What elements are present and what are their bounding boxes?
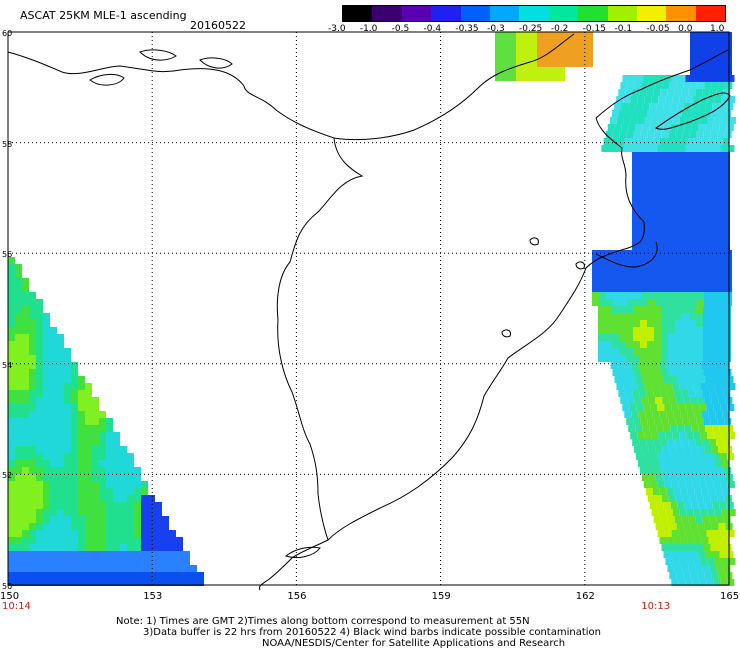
colorbar-cell [548,6,579,21]
latitude-label: 54 [2,360,13,370]
map-title: ASCAT 25KM MLE-1 ascending [20,9,187,22]
coastline-island-ne [655,92,731,130]
time-label: 10:13 [641,601,671,612]
colorbar-cell [372,6,402,21]
island-chain-nw [89,73,125,86]
longitude-label: 150 [0,591,20,602]
colorbar-tick-label: -0.15 [582,24,606,34]
colorbar-tick-label: -0.25 [519,24,543,34]
footer-note-2: 3)Data buffer is 22 hrs from 20160522 4)… [143,627,601,638]
colorbar-tick-label: -0.1 [614,24,633,34]
colorbar-cell [636,6,667,21]
colorbar-cell [431,6,461,21]
longitude-label: 153 [143,591,163,602]
colorbar-cell [578,6,608,21]
coastline [7,33,731,591]
wind-swaths [8,32,736,586]
colorbar-tick-label: -0.4 [423,24,442,34]
colorbar-cell [460,6,490,21]
time-label: 10:14 [2,601,31,612]
longitude-label: 165 [720,591,740,602]
colorbar-cell [343,6,373,21]
coastline-east [595,49,729,119]
colorbar-tick-label: -0.05 [646,24,670,34]
colorbar-tick-label: -0.2 [550,24,569,34]
island-4 [575,261,585,270]
colorbar-tick-label: -0.5 [391,24,410,34]
longitude-label: 156 [287,591,307,602]
footer-note-1: Note: 1) Times are GMT 2)Times along bot… [116,616,530,627]
colorbar-tick-label: 1.0 [710,24,725,34]
longitude-label: 159 [431,591,451,602]
colorbar-tick-label: -1.0 [359,24,378,34]
colorbar-cell [666,6,696,21]
footer-credit: NOAA/NESDIS/Center for Satellite Applica… [262,638,566,649]
island-3 [529,237,539,246]
latitude-label: 58 [2,139,13,149]
island-chain-nw-3 [199,57,233,69]
map-frame [7,31,730,586]
island-2 [501,329,511,338]
latitude-label: 56 [2,250,13,260]
colorbar-tick-label: 0.0 [678,24,693,34]
colorbar-cell [695,6,726,21]
coastline-north [333,33,575,141]
island-1 [284,546,321,559]
latitude-label: 50 [2,582,13,591]
island-chain-nw-2 [139,49,177,61]
coastline-inlet-right [595,241,658,268]
colorbar-cell [519,6,549,21]
longitude-label: 162 [575,591,595,602]
colorbar-cell [401,6,432,21]
colorbar-tick-label: -0.35 [455,24,479,34]
colorbar-cell [607,6,637,21]
colorbar [342,5,726,22]
colorbar-tick-label: -3.0 [328,24,346,34]
latitude-label: 60 [2,29,13,38]
latitude-label: 52 [2,471,13,481]
colorbar-cell [489,6,520,21]
coastline-main [7,51,645,541]
colorbar-tick-label: -0.3 [487,24,505,34]
map-date: 20160522 [190,19,246,32]
